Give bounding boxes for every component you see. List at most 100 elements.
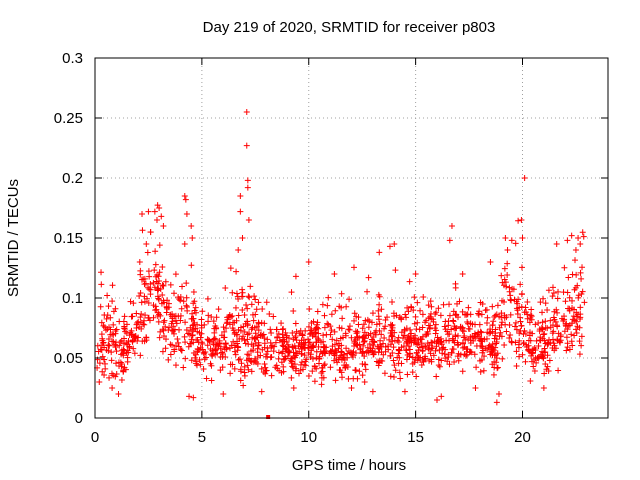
data-point bbox=[274, 334, 281, 341]
data-point bbox=[238, 335, 245, 342]
data-point bbox=[507, 332, 514, 339]
data-point bbox=[129, 313, 136, 320]
data-point bbox=[352, 367, 359, 374]
y-tick-label: 0 bbox=[75, 410, 83, 427]
data-point bbox=[350, 348, 357, 355]
data-point bbox=[411, 294, 418, 301]
data-point bbox=[198, 316, 205, 323]
data-point bbox=[417, 307, 424, 314]
data-point bbox=[350, 264, 357, 271]
outlier-point bbox=[181, 241, 188, 247]
data-point bbox=[250, 317, 257, 324]
data-point bbox=[169, 342, 176, 349]
data-point bbox=[204, 342, 211, 349]
data-point bbox=[283, 334, 290, 341]
data-point bbox=[552, 318, 559, 325]
x-tick-label: 10 bbox=[300, 429, 317, 446]
data-point bbox=[150, 314, 157, 321]
data-point bbox=[432, 311, 439, 318]
data-point bbox=[237, 356, 244, 363]
data-point bbox=[441, 323, 448, 330]
data-point bbox=[257, 332, 264, 339]
data-point bbox=[211, 329, 218, 336]
data-point bbox=[378, 306, 385, 313]
data-point bbox=[404, 371, 411, 378]
data-point bbox=[407, 326, 414, 333]
data-point bbox=[546, 357, 553, 364]
data-point bbox=[532, 321, 539, 328]
data-point bbox=[222, 340, 229, 347]
data-point bbox=[410, 334, 417, 341]
data-point bbox=[245, 366, 252, 373]
data-point bbox=[188, 340, 195, 347]
data-point bbox=[126, 344, 133, 351]
data-point bbox=[165, 356, 172, 363]
outlier-point bbox=[115, 391, 122, 397]
outlier-point bbox=[151, 208, 158, 215]
data-point bbox=[519, 351, 526, 358]
data-point bbox=[342, 365, 349, 372]
data-point bbox=[409, 354, 416, 361]
outlier-point bbox=[365, 274, 372, 281]
data-point bbox=[255, 327, 262, 334]
data-point bbox=[446, 361, 453, 368]
data-point bbox=[332, 377, 339, 384]
data-point bbox=[180, 364, 187, 371]
data-point bbox=[400, 335, 407, 342]
data-point bbox=[344, 363, 351, 370]
data-point bbox=[524, 311, 531, 318]
data-point bbox=[212, 336, 219, 343]
data-point bbox=[98, 281, 105, 288]
data-point bbox=[292, 320, 299, 327]
outlier-point bbox=[147, 229, 154, 235]
data-point bbox=[480, 367, 487, 374]
data-point bbox=[491, 352, 498, 359]
data-point bbox=[452, 311, 459, 318]
data-point bbox=[182, 319, 189, 326]
data-point bbox=[506, 284, 513, 291]
data-point bbox=[396, 347, 403, 354]
x-tick-labels: 0 5 10 15 20 bbox=[91, 429, 531, 446]
data-point bbox=[369, 310, 376, 317]
y-tick-label: 0.05 bbox=[54, 350, 83, 367]
chart-title: Day 219 of 2020, SRMTID for receiver p80… bbox=[203, 19, 496, 36]
data-point bbox=[368, 336, 375, 343]
data-point bbox=[387, 373, 394, 380]
data-point bbox=[178, 347, 185, 354]
data-point bbox=[338, 304, 345, 311]
data-point bbox=[392, 367, 399, 374]
outlier-point bbox=[158, 213, 165, 220]
outlier-point bbox=[243, 142, 250, 149]
data-point bbox=[113, 360, 120, 367]
data-point bbox=[212, 347, 219, 354]
outlier-point bbox=[237, 208, 244, 215]
data-point bbox=[569, 271, 576, 278]
data-point bbox=[122, 328, 129, 335]
data-point bbox=[293, 328, 300, 335]
data-point bbox=[419, 333, 426, 340]
data-point bbox=[507, 292, 514, 299]
data-point bbox=[190, 300, 197, 307]
data-point bbox=[522, 358, 529, 365]
data-point bbox=[513, 298, 520, 305]
data-point bbox=[410, 307, 417, 314]
data-point bbox=[289, 344, 296, 351]
data-point bbox=[573, 318, 580, 325]
data-point bbox=[578, 333, 585, 340]
data-point bbox=[376, 359, 383, 366]
data-point bbox=[533, 359, 540, 366]
data-point bbox=[418, 361, 425, 368]
data-point bbox=[309, 355, 316, 362]
data-point bbox=[576, 351, 583, 358]
data-point bbox=[561, 264, 568, 271]
data-point bbox=[285, 348, 292, 355]
data-point bbox=[159, 348, 166, 355]
data-point bbox=[581, 299, 588, 306]
data-point bbox=[210, 340, 217, 347]
data-point bbox=[471, 333, 478, 340]
data-point bbox=[162, 345, 169, 352]
data-point bbox=[482, 307, 489, 314]
data-point bbox=[425, 345, 432, 352]
outlier-point bbox=[237, 193, 244, 199]
data-point bbox=[507, 311, 514, 318]
